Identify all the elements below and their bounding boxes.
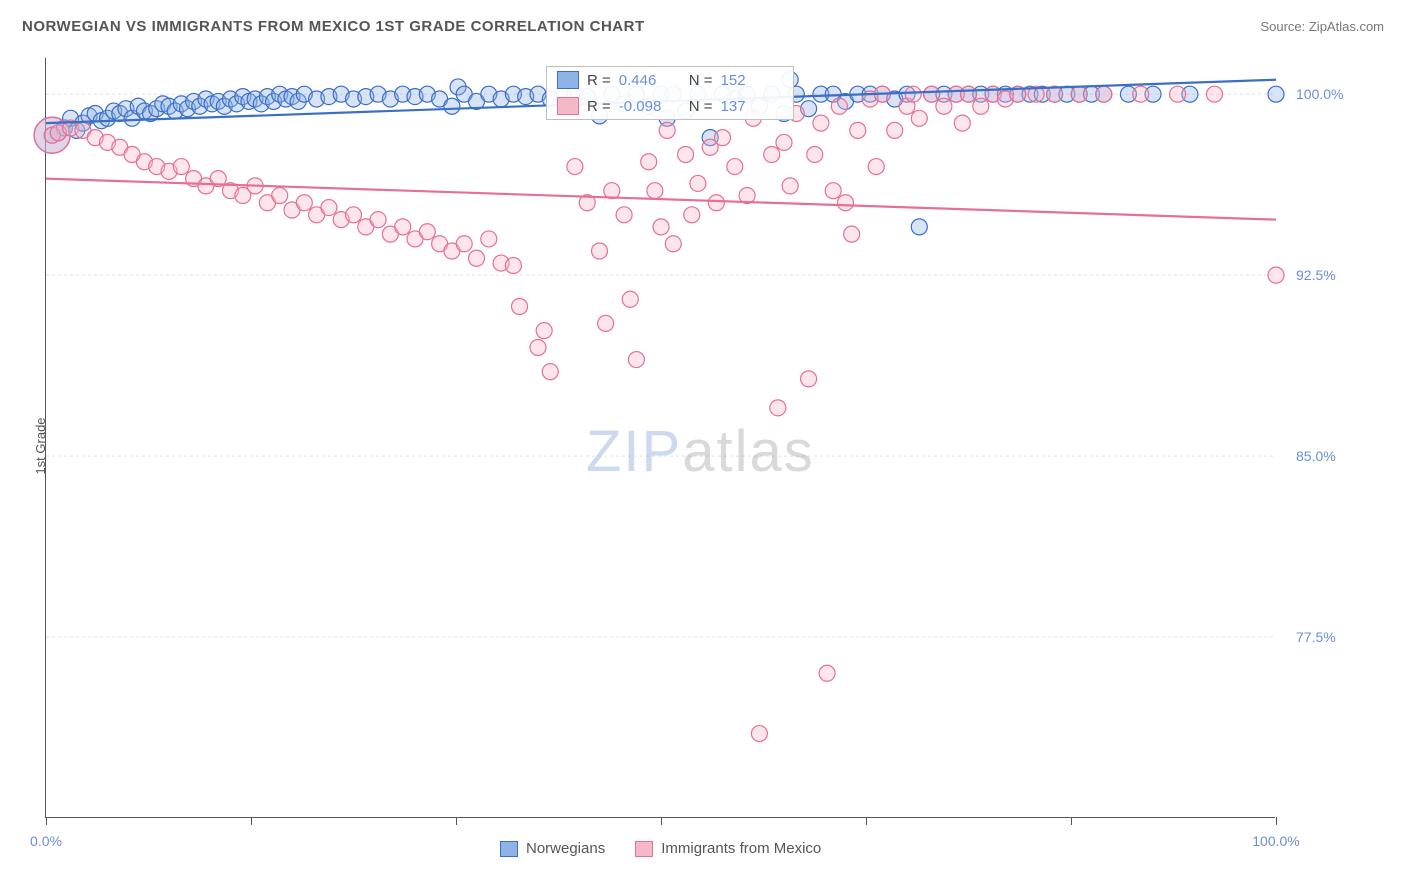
chart-header: NORWEGIAN VS IMMIGRANTS FROM MEXICO 1ST … <box>22 18 1384 35</box>
chart-plot-area: 100.0%92.5%85.0%77.5% 0.0%100.0% ZIPatla… <box>45 58 1275 818</box>
y-tick-label: 77.5% <box>1296 629 1336 645</box>
scatter-chart-svg <box>46 58 1275 817</box>
x-tick-mark <box>1276 817 1277 825</box>
y-tick-label: 100.0% <box>1296 86 1343 102</box>
legend-item-mexico: Immigrants from Mexico <box>635 840 821 857</box>
series-legend: Norwegians Immigrants from Mexico <box>500 840 821 857</box>
x-tick-mark <box>46 817 47 825</box>
legend-item-norwegians: Norwegians <box>500 840 605 857</box>
x-tick-mark <box>251 817 252 825</box>
n-label: N = <box>689 98 713 115</box>
n-value: 152 <box>721 72 783 89</box>
swatch-norwegians <box>557 71 579 89</box>
n-label: N = <box>689 72 713 89</box>
r-value: 0.446 <box>619 72 681 89</box>
correlation-legend: R = 0.446 N = 152 R = -0.098 N = 137 <box>546 66 794 120</box>
x-tick-mark <box>661 817 662 825</box>
legend-label: Norwegians <box>526 840 605 857</box>
x-tick-mark <box>456 817 457 825</box>
x-tick-label: 100.0% <box>1252 833 1299 849</box>
x-tick-label: 0.0% <box>30 833 62 849</box>
y-tick-label: 85.0% <box>1296 448 1336 464</box>
r-label: R = <box>587 72 611 89</box>
legend-label: Immigrants from Mexico <box>661 840 821 857</box>
source-label: Source: ZipAtlas.com <box>1260 19 1384 34</box>
r-value: -0.098 <box>619 98 681 115</box>
x-tick-mark <box>866 817 867 825</box>
swatch-norwegians <box>500 841 518 857</box>
r-label: R = <box>587 98 611 115</box>
swatch-mexico <box>557 97 579 115</box>
x-tick-mark <box>1071 817 1072 825</box>
legend-row-norwegians: R = 0.446 N = 152 <box>547 67 793 93</box>
n-value: 137 <box>721 98 783 115</box>
chart-title: NORWEGIAN VS IMMIGRANTS FROM MEXICO 1ST … <box>22 18 645 35</box>
y-tick-label: 92.5% <box>1296 267 1336 283</box>
legend-row-mexico: R = -0.098 N = 137 <box>547 93 793 119</box>
swatch-mexico <box>635 841 653 857</box>
